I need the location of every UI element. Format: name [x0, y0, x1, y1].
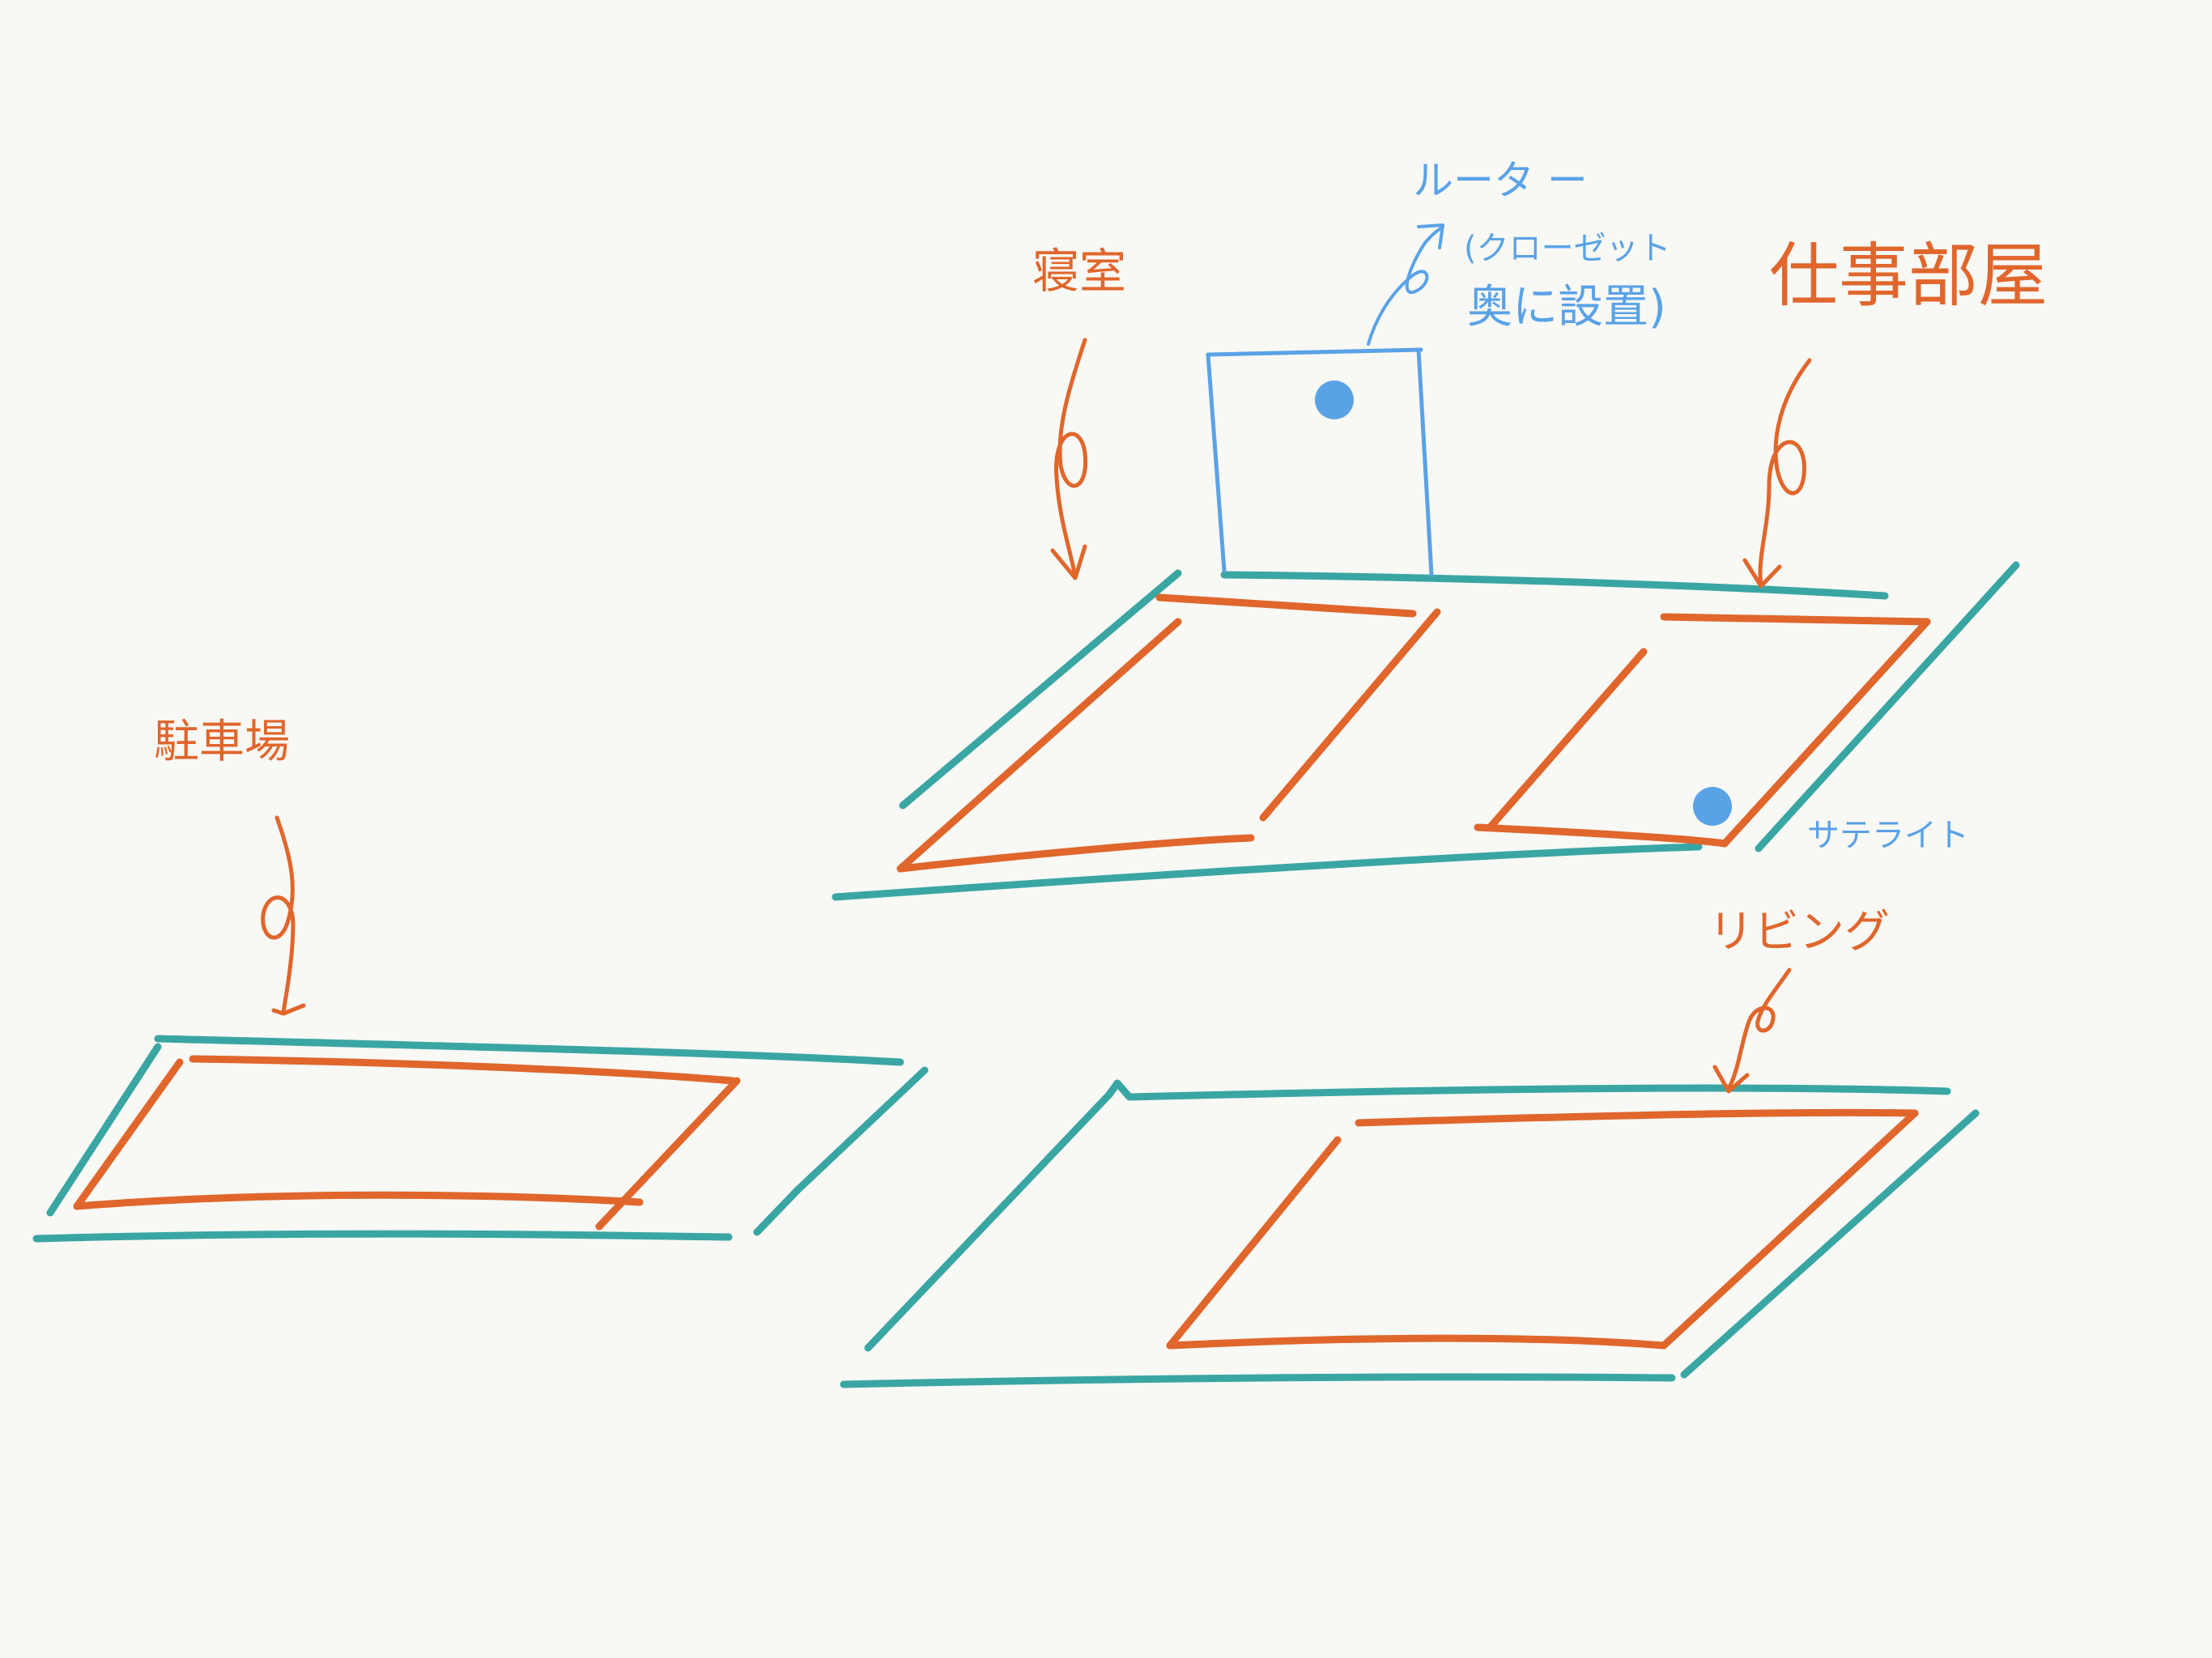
living-right-edge	[1660, 1109, 1919, 1350]
parking-back-edge	[189, 1055, 737, 1085]
bedroom-arrow	[1050, 338, 1088, 580]
parking-front-edge	[73, 1191, 644, 1210]
workroom-front-edge	[1474, 823, 1729, 848]
bedroom-back-edge	[1155, 593, 1417, 618]
workroom-arrow-stroke	[1758, 358, 1812, 587]
living-arrow-head-icon	[1712, 1065, 1750, 1094]
router-note-line1: (クローゼット	[1464, 230, 1671, 267]
living-arrow-stroke	[1726, 967, 1792, 1091]
bedroom-front-edge	[896, 834, 1255, 873]
workroom-back-edge	[1660, 613, 1931, 626]
parking-label: 駐車場	[154, 716, 290, 768]
workroom-arrow	[1742, 358, 1812, 589]
router-arrow	[1367, 223, 1444, 346]
parking-floor-back-edge	[154, 1035, 904, 1066]
closet-left	[1206, 352, 1227, 573]
workroom-outline	[1474, 613, 1931, 848]
upper-floor-left-edge	[899, 569, 1182, 810]
living-floor-back-edge	[1105, 1079, 1951, 1101]
bedroom-right-edge	[1259, 608, 1441, 822]
living-floor-left-edge	[864, 1090, 1113, 1352]
parking-floor-front-edge	[32, 1230, 733, 1243]
router-arrow-stroke	[1367, 225, 1444, 346]
parking-left-edge	[73, 1058, 184, 1210]
workroom-arrow-head-icon	[1742, 558, 1782, 589]
parking-right-edge	[595, 1077, 741, 1231]
bedroom-left-edge	[896, 618, 1182, 873]
living-outline	[1166, 1108, 1919, 1350]
bedroom-arrow-stroke	[1054, 338, 1088, 579]
workroom-label: 仕事部屋	[1769, 236, 2048, 317]
router-note-line2: 奥に設置)	[1467, 281, 1666, 334]
living-label: リビング	[1708, 906, 1890, 959]
living-back-edge	[1355, 1108, 1919, 1127]
bedroom-outline	[896, 593, 1441, 873]
living-floor-right-edge	[1680, 1109, 1980, 1379]
upper-floor-back-edge	[1220, 571, 1889, 600]
workroom-right-edge	[1721, 618, 1931, 848]
parking-floor	[32, 1035, 929, 1243]
upper-floor	[832, 561, 2020, 901]
parking-floor-left-edge	[46, 1043, 162, 1217]
living-floor	[840, 1079, 1980, 1388]
workroom-left-edge	[1487, 648, 1648, 830]
living-front-edge	[1166, 1334, 1668, 1350]
router-arrow-head-icon	[1417, 223, 1444, 249]
parking-outline	[73, 1055, 741, 1231]
bedroom-arrow-head-icon	[1050, 544, 1087, 580]
living-left-edge	[1166, 1136, 1342, 1350]
parking-arrow	[261, 815, 306, 1016]
upper-floor-front-edge	[832, 843, 1703, 901]
parking-arrow-head-icon	[271, 1003, 306, 1016]
parking-floor-right-edge	[753, 1066, 929, 1236]
bedroom-label: 寝室	[1032, 244, 1126, 299]
router-label: ルータ ー	[1413, 157, 1588, 204]
satellite-label: サテライト	[1807, 817, 1969, 854]
upper-floor-right-edge	[1755, 561, 2020, 852]
router-dot-icon	[1315, 380, 1354, 419]
living-floor-front-edge	[840, 1373, 1676, 1388]
living-arrow	[1712, 967, 1792, 1094]
parking-arrow-stroke	[261, 815, 296, 1014]
closet-top	[1206, 347, 1423, 357]
closet-right	[1416, 347, 1434, 577]
satellite-dot-icon	[1693, 787, 1732, 826]
closet-box	[1206, 347, 1434, 577]
